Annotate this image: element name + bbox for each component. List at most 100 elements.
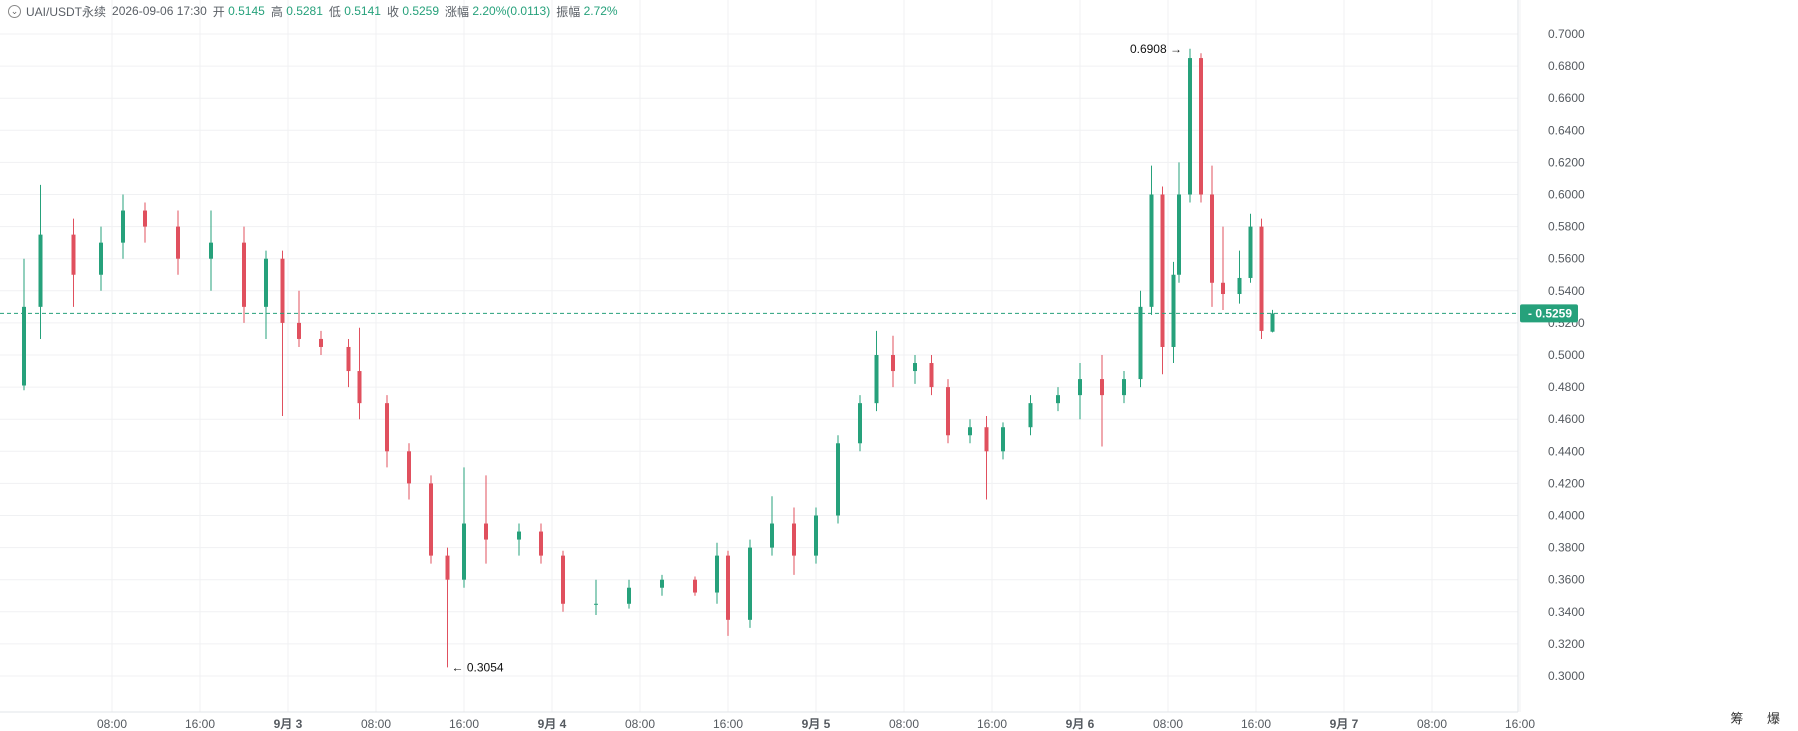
candle [385, 395, 389, 468]
ohlc-legend: ⌄ UAI/USDT永续 2026-09-06 17:30 开 0.5145 高… [8, 2, 618, 20]
candle [913, 355, 917, 384]
candle [946, 379, 950, 444]
candle-body [1177, 194, 1181, 275]
candle-body [1028, 403, 1033, 428]
x-tick-label: 16:00 [185, 717, 215, 731]
candle [984, 415, 989, 500]
y-tick-label: 0.5800 [1548, 220, 1585, 234]
candle [1221, 226, 1225, 311]
x-tick-label: 9月 3 [274, 717, 303, 731]
candle [143, 202, 147, 243]
candle-body [858, 403, 862, 444]
x-tick-label: 16:00 [713, 717, 743, 731]
candle-body [748, 547, 752, 620]
candle-body [1248, 226, 1253, 278]
candle-body [660, 579, 664, 588]
close-value: 0.5259 [402, 4, 440, 18]
candle [1078, 363, 1082, 420]
candle-body [836, 443, 840, 516]
change-value: 2.20%(0.0113) [472, 4, 551, 18]
candle-series [22, 48, 1275, 668]
y-tick-label: 0.3600 [1548, 573, 1585, 587]
candle-body [1199, 58, 1203, 195]
candle-body [38, 234, 43, 307]
candle [814, 507, 818, 564]
candle-body [946, 387, 950, 436]
candle-body [71, 234, 76, 275]
x-tick-label: 16:00 [449, 717, 479, 731]
candle [346, 338, 351, 388]
candle-body [385, 403, 389, 452]
candle-body [715, 555, 719, 593]
candle [1056, 387, 1060, 412]
candle-body [264, 258, 268, 307]
candle-body [99, 242, 103, 275]
candle-body [1001, 427, 1005, 452]
datetime-label: 2026-09-06 17:30 [112, 4, 207, 18]
candle [561, 550, 565, 612]
candle [836, 435, 840, 524]
x-tick-label: 9月 4 [538, 717, 567, 731]
x-tick-label: 16:00 [1505, 717, 1535, 731]
candle-body [517, 531, 521, 540]
candle [1259, 218, 1264, 339]
candle-body [143, 210, 147, 227]
chevron-down-icon[interactable]: ⌄ [8, 4, 21, 18]
y-tick-label: 0.3800 [1548, 541, 1585, 555]
candle [407, 443, 411, 500]
y-tick-label: 0.6000 [1548, 188, 1585, 202]
candle-body [874, 355, 879, 404]
candle [1210, 165, 1214, 307]
candle [429, 475, 433, 564]
candle [539, 523, 543, 564]
high-value: 0.5281 [286, 4, 323, 18]
y-tick-label: 0.7000 [1548, 27, 1585, 41]
last-price-tag [1520, 304, 1578, 323]
candle-body [484, 523, 488, 540]
x-tick-label: 08:00 [1153, 717, 1183, 731]
close-label: 收 [386, 4, 399, 19]
y-tick-label: 0.4400 [1548, 444, 1585, 458]
candle [22, 258, 26, 391]
y-tick-label: 0.3200 [1548, 637, 1585, 651]
candle [748, 539, 752, 628]
candle [1100, 355, 1104, 447]
high-label: 高 [270, 4, 283, 19]
x-tick-label: 08:00 [1417, 717, 1447, 731]
candle-body [726, 555, 730, 620]
candle [1237, 250, 1242, 304]
candle [594, 579, 598, 616]
candle [99, 226, 103, 291]
candle-body [319, 338, 323, 347]
candle [1122, 371, 1126, 404]
y-tick-label: 0.3000 [1548, 669, 1585, 683]
amplitude-value: 2.72% [583, 4, 618, 18]
y-tick-label: 0.5000 [1548, 348, 1585, 362]
x-tick-label: 9月 6 [1066, 717, 1095, 731]
y-tick-label: 0.6200 [1548, 155, 1585, 169]
symbol-label[interactable]: UAI/USDT永续 [26, 4, 107, 19]
candle-body [407, 451, 411, 484]
candle [319, 330, 323, 355]
amplitude-label: 振幅 [556, 4, 581, 19]
candle [71, 218, 76, 307]
y-tick-label: 0.6400 [1548, 123, 1585, 137]
candle [1199, 53, 1203, 203]
candle-body [1171, 274, 1176, 347]
change-label: 涨幅 [445, 4, 470, 19]
candle [1160, 186, 1165, 375]
x-tick-label: 9月 7 [1330, 717, 1359, 731]
candle [484, 475, 488, 564]
corner-toolbar[interactable]: 筹 爆 [1730, 711, 1790, 726]
candle-body [121, 210, 125, 243]
candle [445, 547, 450, 668]
candle [264, 250, 268, 339]
candle [858, 395, 862, 452]
candle [1188, 48, 1192, 203]
y-tick-label: 0.5600 [1548, 252, 1585, 266]
candle-body [1149, 194, 1154, 307]
candle [462, 467, 466, 588]
candle-body [539, 531, 543, 556]
candle-body [770, 523, 774, 548]
